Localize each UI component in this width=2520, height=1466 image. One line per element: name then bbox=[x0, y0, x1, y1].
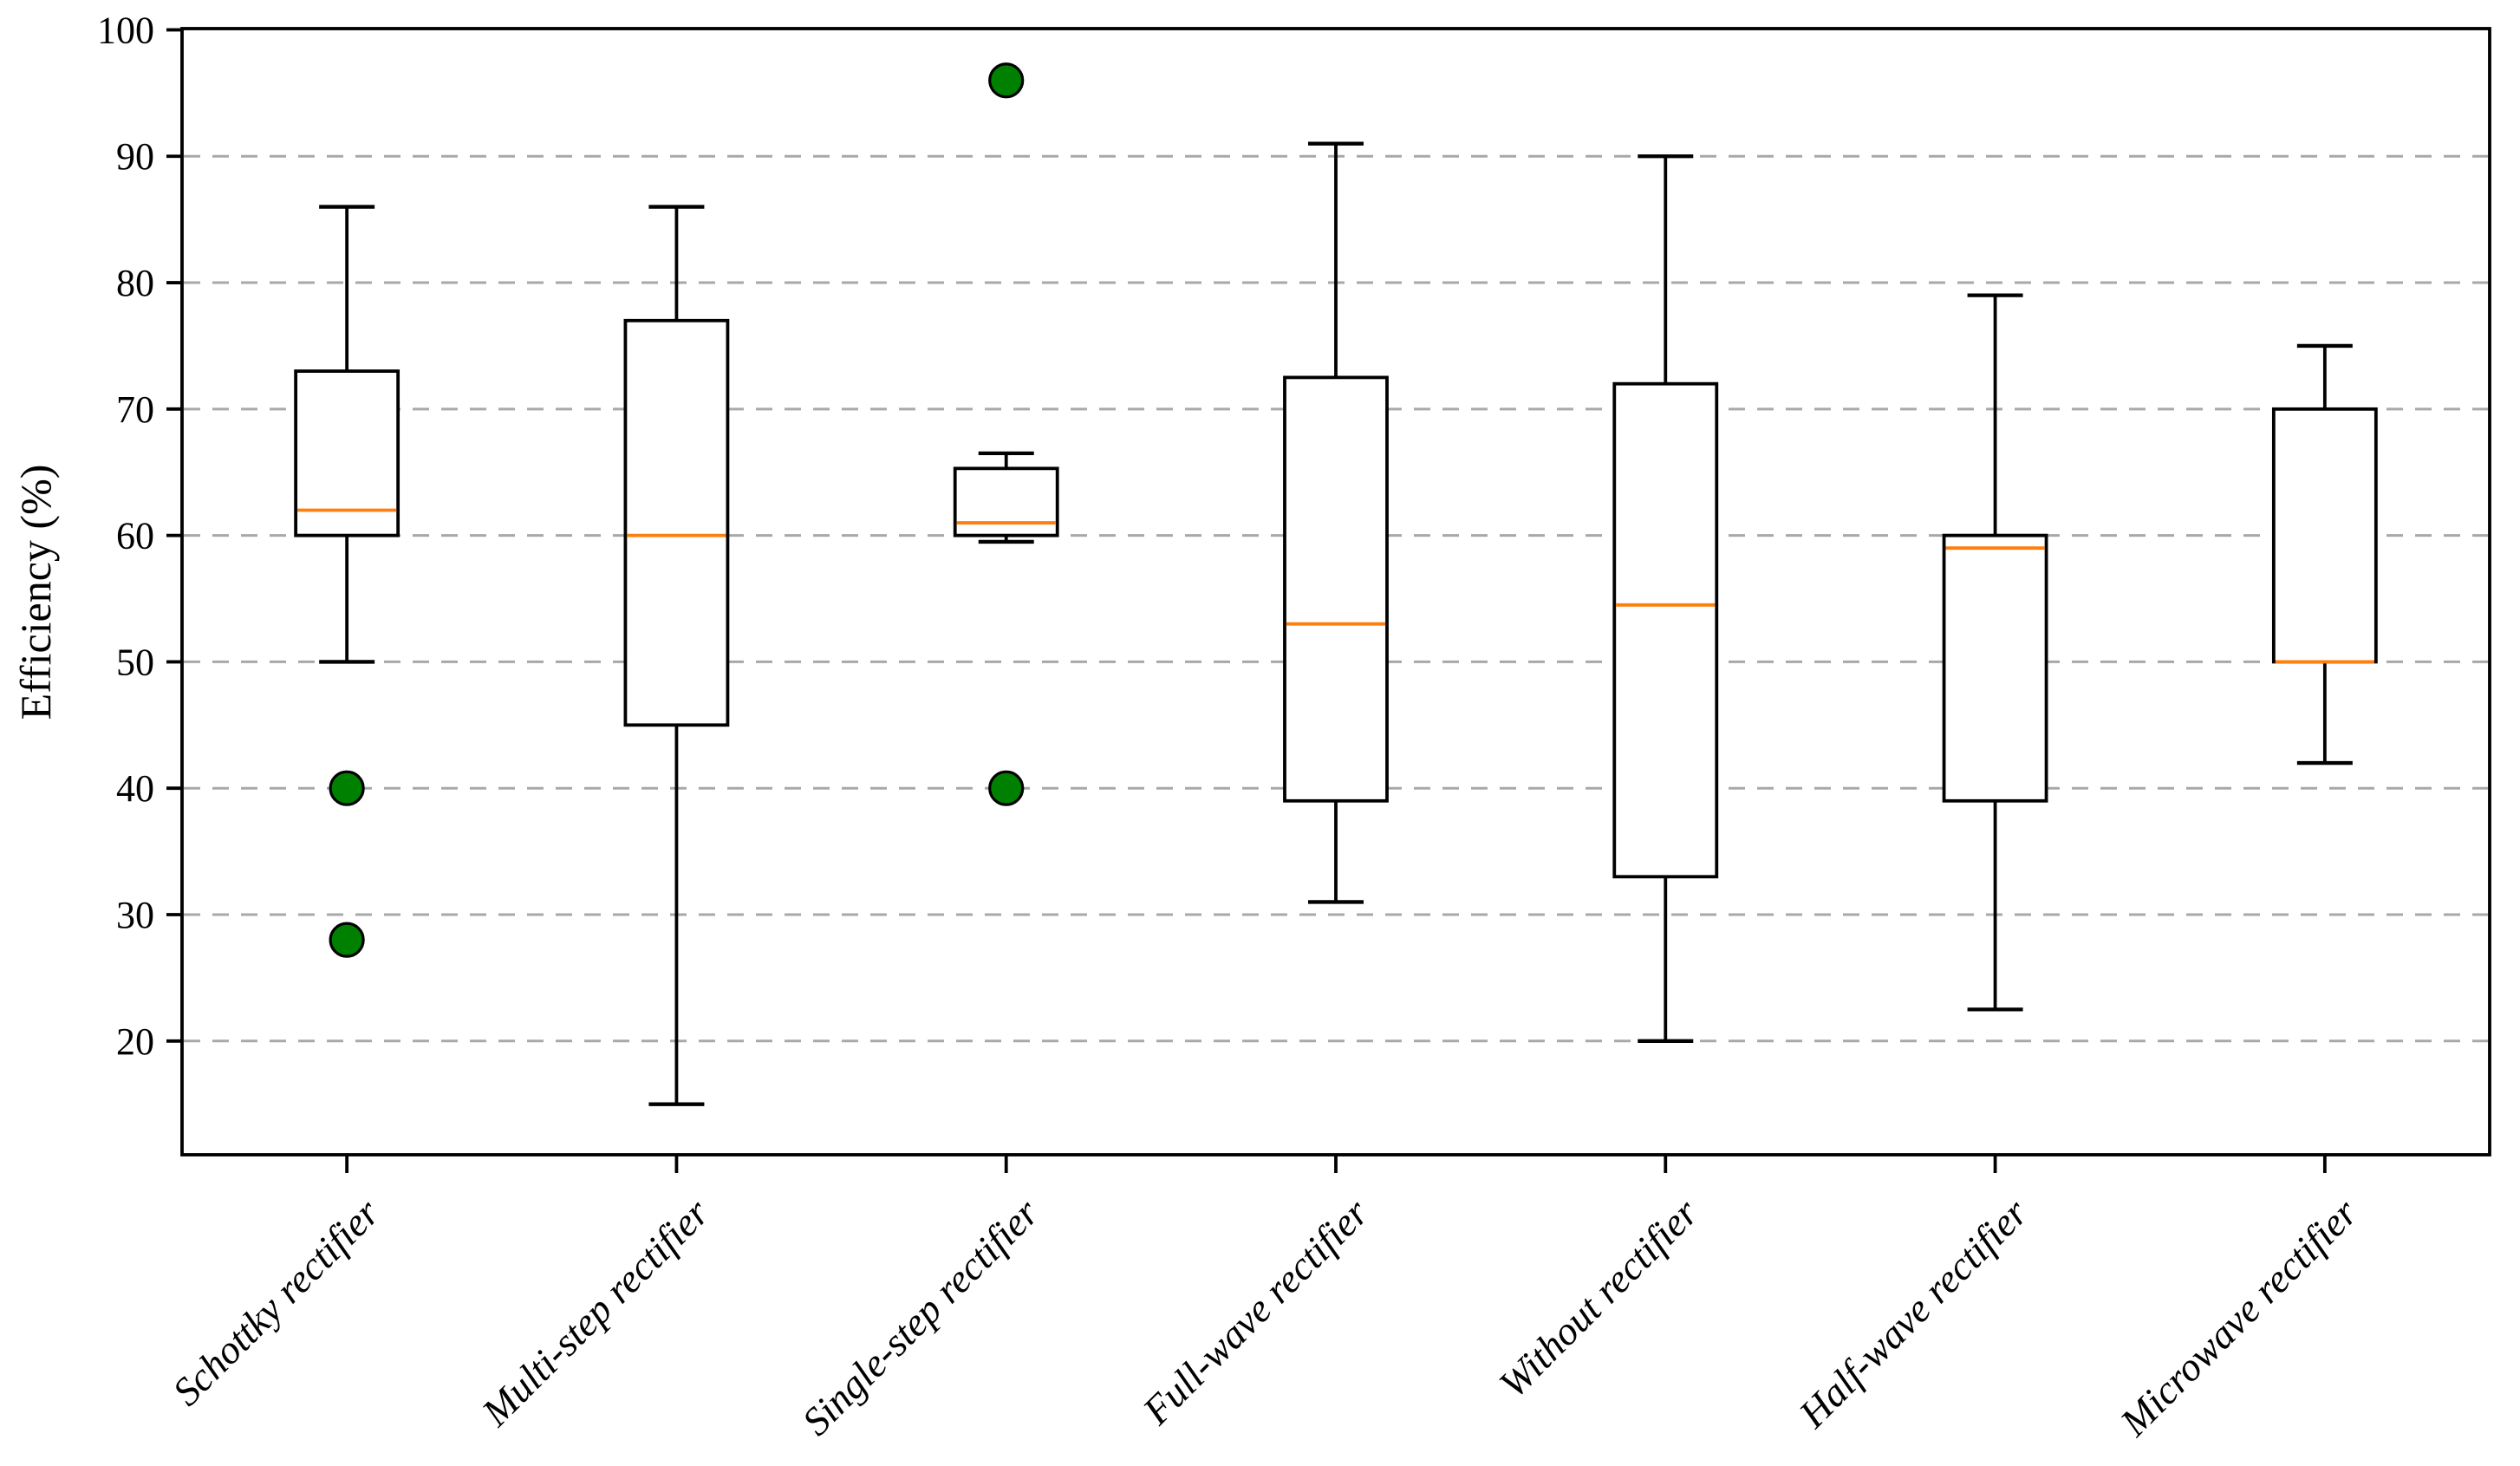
x-tick-label-single-step-rectifier: Single-step rectifier bbox=[793, 1189, 1047, 1443]
x-tick-label-schottky-rectifier: Schottky rectifier bbox=[164, 1189, 388, 1414]
outlier-dot-single-step-rectifier-1 bbox=[988, 770, 1025, 806]
iqr-box-single-step-rectifier bbox=[953, 466, 1059, 538]
boxplot-schottky-rectifier bbox=[294, 205, 400, 958]
y-tick-label-100: 100 bbox=[97, 9, 154, 51]
x-tick-label-full-wave-rectifier: Full-wave rectifier bbox=[1134, 1189, 1377, 1433]
x-tick-label-multi-step-rectifier: Multi-step rectifier bbox=[472, 1189, 718, 1435]
y-tick-label-50: 50 bbox=[116, 641, 154, 683]
y-tick-label-20: 20 bbox=[116, 1020, 154, 1063]
y-tick-label-30: 30 bbox=[116, 894, 154, 936]
y-tick-label-90: 90 bbox=[116, 135, 154, 178]
iqr-box-half-wave-rectifier bbox=[1942, 533, 2048, 803]
iqr-box-without-rectifier bbox=[1612, 381, 1719, 879]
boxplot-full-wave-rectifier bbox=[1283, 141, 1389, 904]
plot-series bbox=[294, 62, 2378, 1106]
y-tick-label-60: 60 bbox=[116, 515, 154, 557]
y-tick-label-40: 40 bbox=[116, 767, 154, 810]
outlier-dot-schottky-rectifier-0 bbox=[329, 770, 365, 806]
x-tick-label-microwave-rectifier: Microwave rectifier bbox=[2111, 1189, 2366, 1444]
y-tick-label-70: 70 bbox=[116, 388, 154, 431]
iqr-box-multi-step-rectifier bbox=[623, 318, 730, 727]
boxplot-half-wave-rectifier bbox=[1942, 293, 2048, 1012]
iqr-box-schottky-rectifier bbox=[294, 369, 400, 538]
boxplot-without-rectifier bbox=[1612, 154, 1719, 1043]
outlier-dot-single-step-rectifier-0 bbox=[988, 62, 1025, 99]
boxplot-multi-step-rectifier bbox=[623, 205, 730, 1106]
plot-frame bbox=[180, 27, 2491, 1157]
x-tick-label-without-rectifier: Without rectifier bbox=[1490, 1189, 1707, 1406]
axis-ticks bbox=[166, 28, 2327, 1173]
iqr-box-microwave-rectifier bbox=[2271, 407, 2378, 664]
iqr-box-full-wave-rectifier bbox=[1283, 375, 1389, 803]
boxplot-single-step-rectifier bbox=[953, 62, 1059, 806]
outlier-dot-schottky-rectifier-1 bbox=[329, 922, 365, 958]
y-tick-label-80: 80 bbox=[116, 262, 154, 304]
y-axis-label: Efficiency (%) bbox=[11, 465, 60, 720]
x-tick-label-half-wave-rectifier: Half-wave rectifier bbox=[1790, 1189, 2037, 1437]
boxplot-microwave-rectifier bbox=[2271, 343, 2378, 766]
